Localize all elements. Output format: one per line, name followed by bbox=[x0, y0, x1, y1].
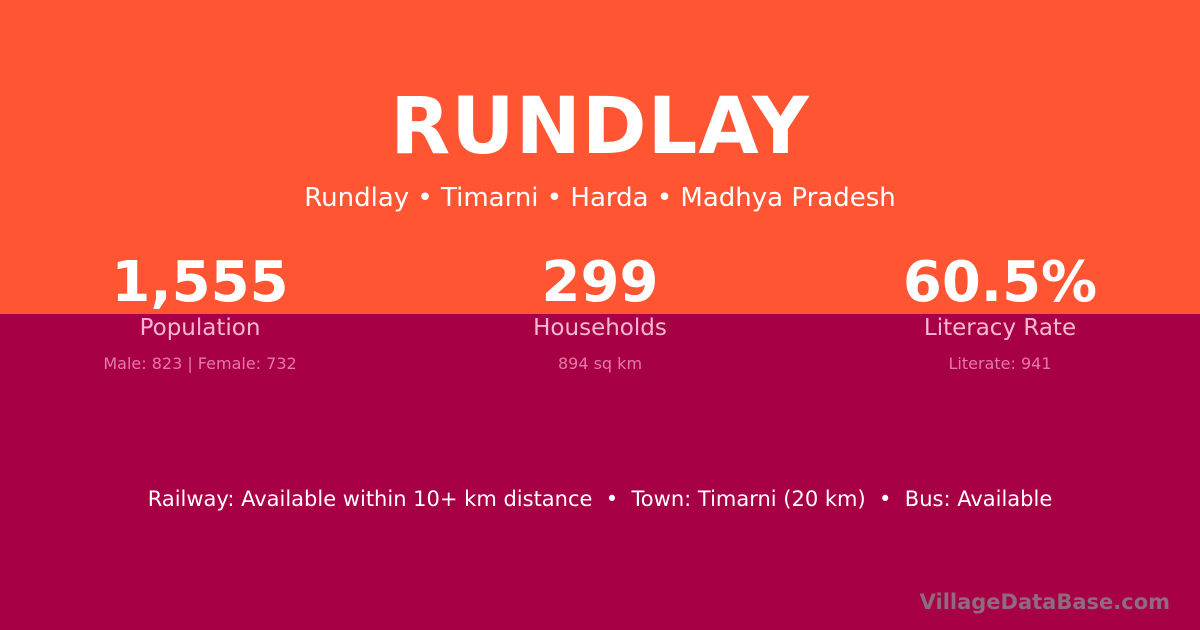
header-band bbox=[0, 0, 1200, 314]
stat-value: 1,555 bbox=[111, 250, 289, 315]
stat-label: Population bbox=[139, 315, 261, 341]
village-title: RUNDLAY bbox=[390, 82, 810, 172]
stat-detail: Male: 823 | Female: 732 bbox=[103, 354, 297, 373]
stat-value: 60.5% bbox=[902, 250, 1098, 315]
stat-label: Literacy Rate bbox=[923, 315, 1077, 341]
location-breadcrumb: Rundlay • Timarni • Harda • Madhya Prade… bbox=[304, 183, 896, 213]
connectivity-info: Railway: Available within 10+ km distanc… bbox=[147, 487, 1053, 511]
stat-detail: Literate: 941 bbox=[948, 354, 1052, 373]
stat-label: Households bbox=[533, 315, 667, 341]
stat-detail: 894 sq km bbox=[557, 354, 643, 373]
brand-watermark: VillageDataBase.com bbox=[919, 590, 1170, 614]
stat-value: 299 bbox=[541, 250, 659, 315]
